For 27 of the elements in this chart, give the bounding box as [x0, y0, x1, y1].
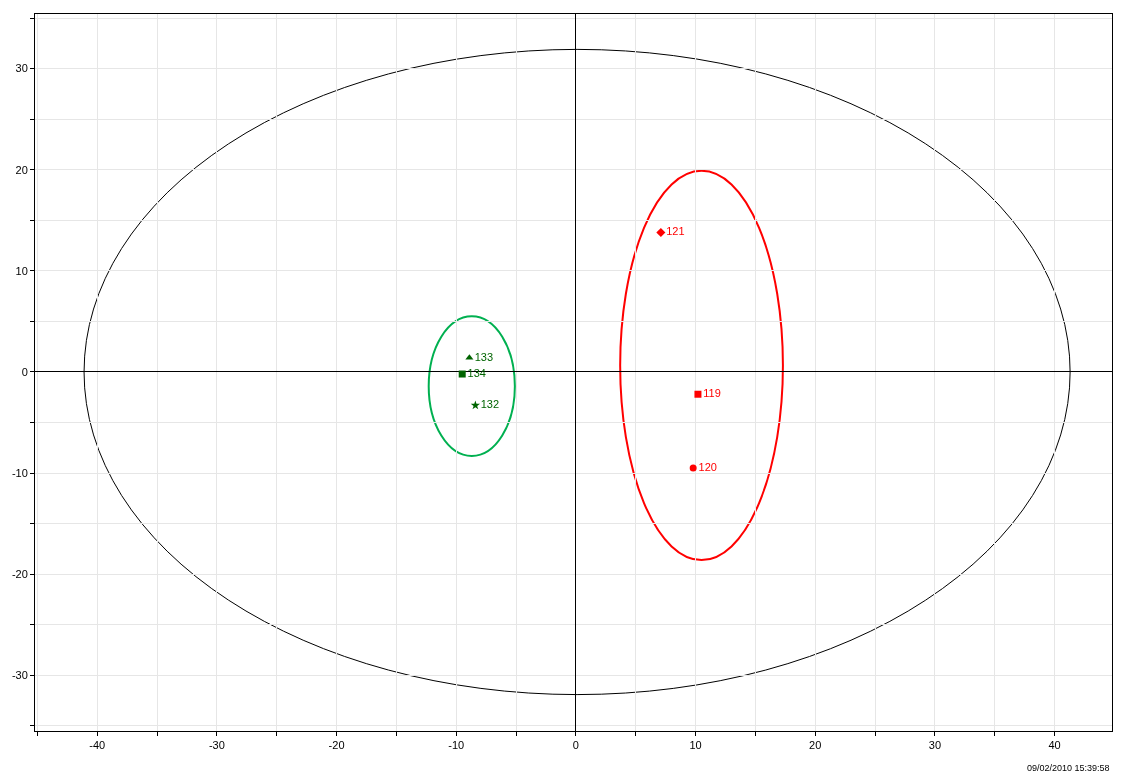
text: 09/02/2010 15:39:58 [1027, 763, 1110, 773]
y-tick-label: 10 [15, 264, 28, 277]
x-tick-label: -30 [208, 739, 225, 752]
series-label: 120 [698, 460, 717, 473]
y-tick-label: 20 [15, 163, 28, 176]
point [656, 227, 666, 237]
x-tick-label: 0 [572, 739, 579, 752]
point [689, 464, 697, 472]
series-label: 132 [480, 398, 500, 411]
x-tick-label: 30 [928, 739, 942, 752]
y-tick-label: 30 [15, 62, 28, 75]
point [470, 400, 481, 410]
y-tick-label: -30 [11, 669, 28, 682]
x-tick-label: 10 [689, 739, 702, 752]
y-tick-label: -20 [11, 568, 28, 581]
point [458, 370, 466, 378]
y-tick-label: 0 [21, 365, 28, 378]
x-tick-label: -10 [448, 739, 465, 752]
series-label: 119 [703, 386, 721, 399]
x-tick-label: -40 [89, 739, 106, 752]
series-label: 133 [474, 350, 494, 363]
series-label: 121 [666, 225, 685, 238]
x-tick-label: -20 [328, 739, 345, 752]
x-tick-label: 40 [1048, 739, 1061, 752]
y-tick-label: -10 [11, 466, 28, 479]
x-tick-label: 20 [809, 739, 822, 752]
point [694, 390, 702, 398]
